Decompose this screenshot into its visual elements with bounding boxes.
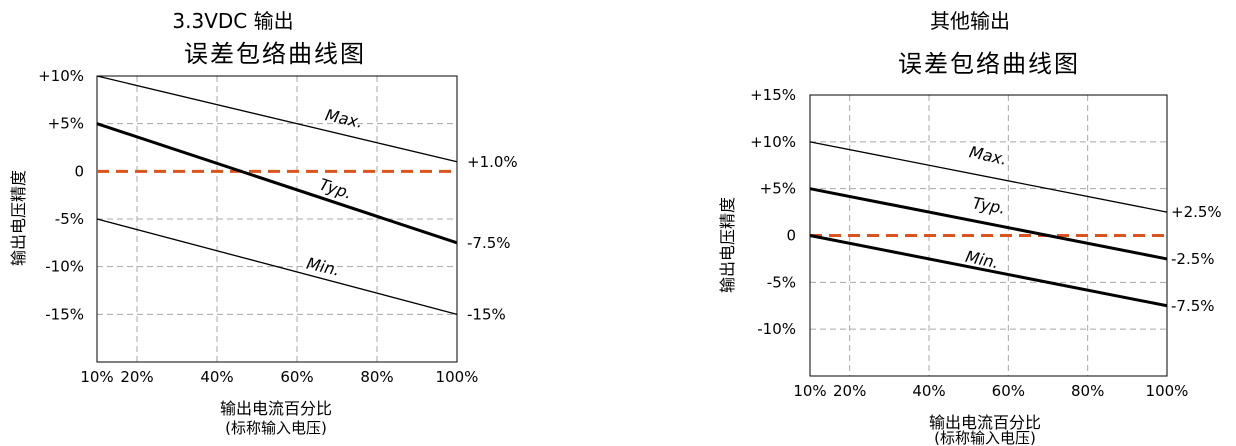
y-tick-label: +10% <box>38 67 84 85</box>
x-tick-label: 100% <box>436 368 479 386</box>
x-tick-label: 80% <box>1071 382 1104 400</box>
y-axis-label: 输出电压精度 <box>718 197 737 293</box>
x-axis-label: 输出电流百分比 <box>220 399 332 418</box>
y-tick-label: +10% <box>750 133 796 151</box>
x-tick-label: 60% <box>280 368 313 386</box>
x-axis-note: (标称输入电压) <box>934 429 1036 446</box>
series-end-label: -2.5% <box>1171 250 1215 268</box>
series-label: Max. <box>323 105 364 132</box>
y-tick-label: 0 <box>786 227 796 245</box>
series-label: Min. <box>964 247 1001 273</box>
x-tick-label: 10% <box>793 382 826 400</box>
chart-subtitle: 误差包络曲线图 <box>898 50 1080 78</box>
series-line-1 <box>809 187 1168 261</box>
series-end-label: +2.5% <box>1171 203 1222 221</box>
x-tick-label: 60% <box>992 382 1025 400</box>
series-end-label: +1.0% <box>467 153 518 171</box>
y-tick-label: -15% <box>45 305 84 323</box>
x-tick-label: 20% <box>120 368 153 386</box>
series-end-label: -7.5% <box>1171 297 1215 315</box>
y-tick-label: +15% <box>750 86 796 104</box>
series-line-2 <box>809 234 1168 308</box>
chart-title: 其他输出 <box>930 9 1010 33</box>
series-end-label: -15% <box>467 305 506 323</box>
series-line-0 <box>96 75 458 163</box>
x-tick-label: 80% <box>360 368 393 386</box>
x-tick-label: 10% <box>80 368 113 386</box>
x-tick-label: 40% <box>912 382 945 400</box>
x-tick-label: 100% <box>1146 382 1189 400</box>
x-tick-label: 20% <box>833 382 866 400</box>
y-tick-label: -5% <box>767 273 796 291</box>
x-tick-label: 40% <box>200 368 233 386</box>
y-tick-label: -10% <box>757 320 796 338</box>
series-label: Typ. <box>971 193 1007 217</box>
x-axis-note: (标称输入电压) <box>225 419 327 437</box>
series-label: Max. <box>967 142 1008 169</box>
series-line-2 <box>96 218 458 315</box>
y-tick-label: +5% <box>760 180 796 198</box>
chart-subtitle: 误差包络曲线图 <box>184 40 366 68</box>
y-tick-label: 0 <box>74 162 84 180</box>
x-axis-label: 输出电流百分比 <box>929 413 1041 432</box>
chart-title: 3.3VDC 输出 <box>172 9 293 33</box>
series-line-1 <box>96 122 458 245</box>
y-tick-label: -5% <box>55 210 84 228</box>
y-tick-label: -10% <box>45 258 84 276</box>
series-line-0 <box>809 141 1168 213</box>
y-axis-label: 输出电压精度 <box>9 170 28 266</box>
y-tick-label: +5% <box>48 115 84 133</box>
series-end-label: -7.5% <box>467 234 511 252</box>
